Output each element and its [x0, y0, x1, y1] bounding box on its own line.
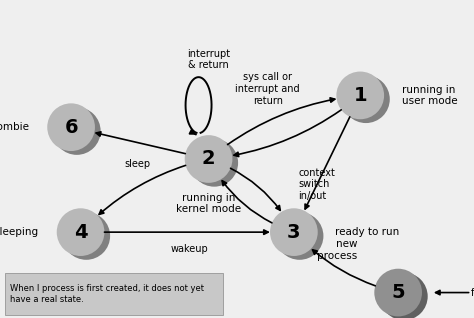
Circle shape [374, 269, 422, 316]
Circle shape [63, 212, 110, 260]
FancyBboxPatch shape [5, 273, 223, 315]
Text: ready to run: ready to run [336, 227, 400, 237]
Text: fork(): fork() [471, 287, 474, 298]
Text: zombie: zombie [0, 122, 29, 132]
Text: sleeping: sleeping [0, 227, 39, 237]
Text: running in
kernel mode: running in kernel mode [176, 193, 241, 214]
Circle shape [276, 212, 323, 260]
Circle shape [380, 273, 428, 318]
Text: 2: 2 [202, 149, 215, 169]
Text: 4: 4 [74, 223, 87, 242]
Text: running in
user mode: running in user mode [402, 85, 457, 106]
Circle shape [342, 75, 390, 123]
Text: 6: 6 [64, 118, 78, 137]
Text: wakeup: wakeup [171, 245, 209, 254]
Text: new
process: new process [318, 239, 357, 261]
Text: 1: 1 [354, 86, 367, 105]
Text: context
switch
in/out: context switch in/out [299, 168, 336, 201]
Circle shape [47, 103, 95, 151]
Text: sys call or
interrupt and
return: sys call or interrupt and return [236, 73, 300, 106]
Text: When I process is first created, it does not yet
have a real state.: When I process is first created, it does… [10, 284, 204, 304]
Circle shape [191, 139, 238, 187]
Text: sleep: sleep [124, 159, 151, 169]
Text: 5: 5 [392, 283, 405, 302]
Text: interrupt
& return: interrupt & return [187, 49, 230, 70]
Circle shape [53, 107, 100, 155]
Text: 3: 3 [287, 223, 301, 242]
Circle shape [270, 208, 318, 256]
Circle shape [337, 72, 384, 119]
Circle shape [57, 208, 104, 256]
Circle shape [185, 135, 232, 183]
